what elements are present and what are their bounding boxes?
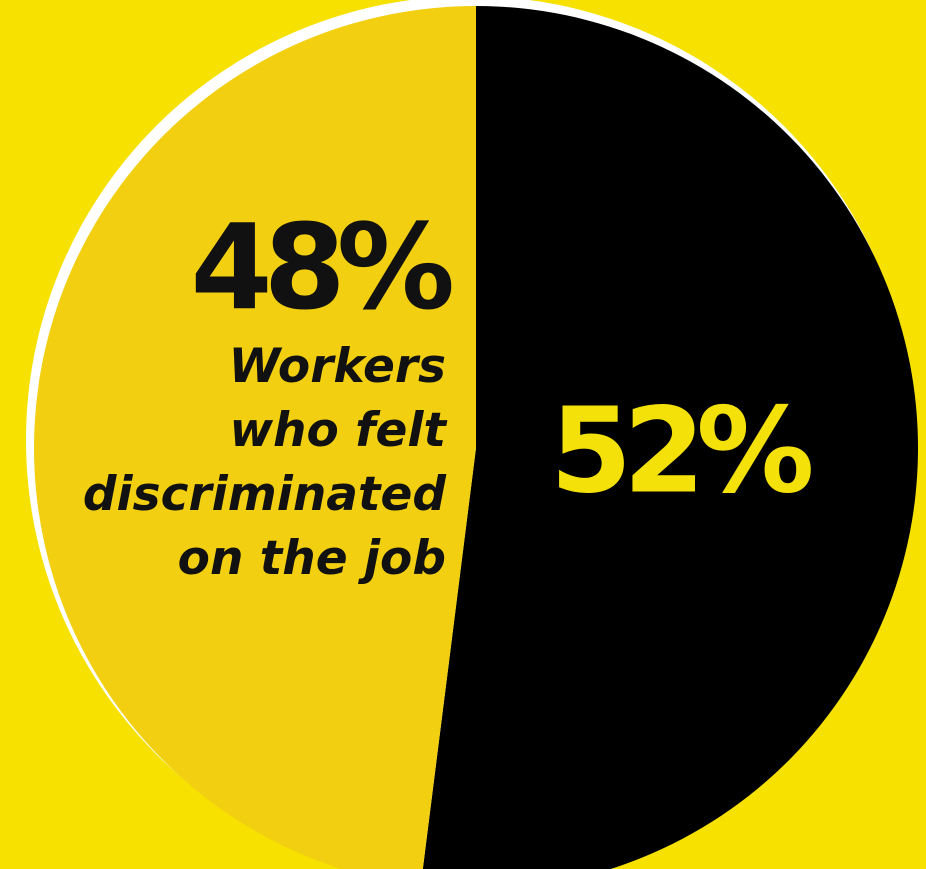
slice-value-label: 48%: [191, 198, 452, 336]
slice-value-label: 52%: [550, 381, 811, 519]
slice-description-line: on the job: [178, 531, 446, 586]
pie-slice-majority: [422, 6, 918, 869]
pie-slice-minority: [34, 6, 476, 869]
slice-description-line: discriminated: [83, 467, 447, 522]
slice-description-line: Workers: [229, 339, 446, 394]
slice-description-line: who felt: [230, 403, 448, 458]
